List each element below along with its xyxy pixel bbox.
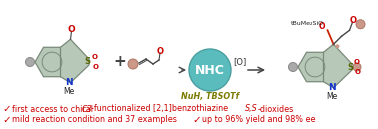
Text: +: + <box>114 54 126 70</box>
Text: tBuMe₂SiO: tBuMe₂SiO <box>290 21 324 26</box>
Text: O: O <box>156 46 164 55</box>
Circle shape <box>128 59 138 69</box>
Text: O: O <box>68 25 75 34</box>
Text: C3: C3 <box>82 104 93 114</box>
Text: S,S: S,S <box>245 104 258 114</box>
Circle shape <box>356 20 365 29</box>
Polygon shape <box>60 39 89 83</box>
Text: O: O <box>93 64 99 70</box>
Text: O: O <box>92 54 98 60</box>
Circle shape <box>25 58 34 67</box>
Circle shape <box>336 44 339 48</box>
Text: [O]: [O] <box>233 58 246 67</box>
Text: ✓: ✓ <box>2 104 11 114</box>
Text: S: S <box>347 62 353 71</box>
Text: O: O <box>354 59 360 65</box>
Text: NHC: NHC <box>195 63 225 76</box>
Text: first access to chiral: first access to chiral <box>12 104 96 114</box>
Text: O: O <box>350 16 357 25</box>
Text: Me: Me <box>63 87 74 96</box>
Polygon shape <box>298 52 332 82</box>
Text: O: O <box>319 22 325 31</box>
Text: Me: Me <box>326 92 337 101</box>
Text: ✓: ✓ <box>2 115 11 125</box>
Text: N: N <box>328 83 335 92</box>
Polygon shape <box>324 44 352 88</box>
Circle shape <box>353 63 361 71</box>
Circle shape <box>288 62 297 71</box>
Text: -dioxides: -dioxides <box>258 104 294 114</box>
Polygon shape <box>35 47 69 77</box>
Text: up to 96% yield and 98% ee: up to 96% yield and 98% ee <box>202 115 316 124</box>
Text: mild reaction condition and 37 examples: mild reaction condition and 37 examples <box>12 115 177 124</box>
Text: S: S <box>84 58 90 67</box>
Text: -functionalized [2,1]benzothiazine: -functionalized [2,1]benzothiazine <box>91 104 231 114</box>
Text: ✓: ✓ <box>192 115 201 125</box>
Text: NuH, TBSOTf: NuH, TBSOTf <box>181 91 239 100</box>
Circle shape <box>189 49 231 91</box>
Text: N: N <box>65 78 72 87</box>
Text: O: O <box>355 69 361 75</box>
